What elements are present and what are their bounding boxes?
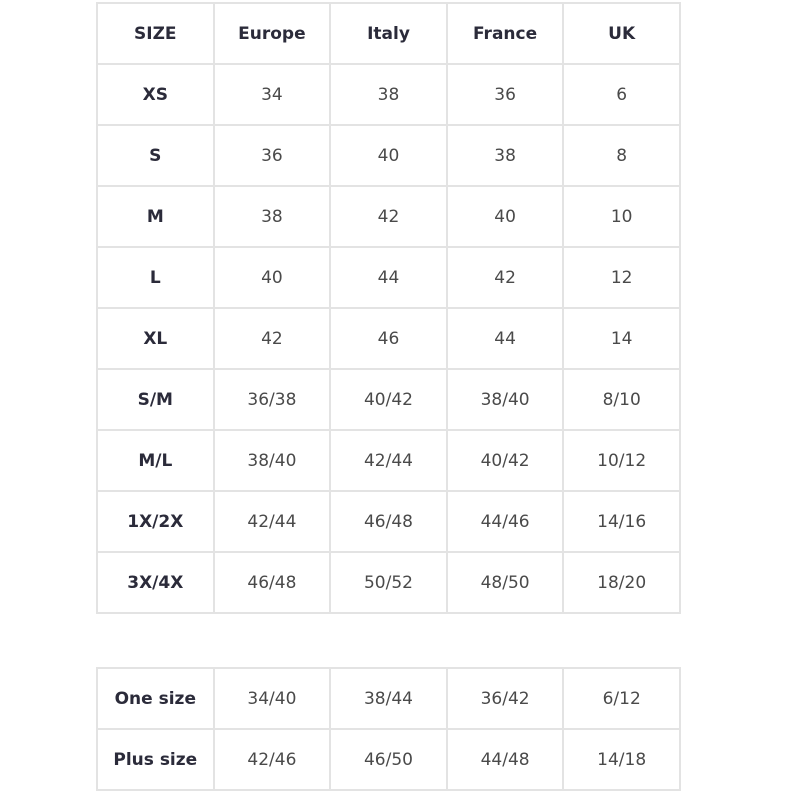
size-value-cell: 50/52: [329, 551, 448, 614]
table-row: XL 42 46 44 14: [96, 307, 681, 370]
size-value-cell: 40: [329, 124, 448, 187]
table-row: L 40 44 42 12: [96, 246, 681, 309]
size-value-cell: 40/42: [329, 368, 448, 431]
size-value-cell: 44: [445, 307, 565, 370]
size-value-cell: 8/10: [562, 368, 681, 431]
size-value-cell: 10/12: [562, 429, 681, 492]
size-label-cell: One size: [96, 667, 215, 730]
size-label-cell: L: [96, 246, 215, 309]
size-value-cell: 6/12: [562, 667, 681, 730]
special-sizes-table: One size 34/40 38/44 36/42 6/12 Plus size 42/4…: [96, 667, 681, 791]
table-row: XS 34 38 36 6: [96, 63, 681, 126]
size-value-cell: 12: [562, 246, 681, 309]
size-chart-table: SIZE Europe Italy France UK XS 34 38 36 6 S 36 40 38 8…: [96, 2, 681, 614]
size-value-cell: 46/48: [212, 551, 332, 614]
table-row: 3X/4X 46/48 50/52 48/50 18/20: [96, 551, 681, 614]
size-value-cell: 14: [562, 307, 681, 370]
size-value-cell: 38: [329, 63, 448, 126]
size-value-cell: 36: [212, 124, 332, 187]
header-row: SIZE Europe Italy France UK: [96, 2, 681, 65]
table-row: One size 34/40 38/44 36/42 6/12: [96, 667, 681, 730]
size-label-cell: XS: [96, 63, 215, 126]
size-value-cell: 18/20: [562, 551, 681, 614]
size-label-cell: 1X/2X: [96, 490, 215, 553]
size-value-cell: 44/48: [445, 728, 565, 791]
size-value-cell: 42/46: [212, 728, 332, 791]
size-value-cell: 42/44: [329, 429, 448, 492]
table-row: S 36 40 38 8: [96, 124, 681, 187]
size-value-cell: 38: [445, 124, 565, 187]
size-value-cell: 40/42: [445, 429, 565, 492]
size-value-cell: 34: [212, 63, 332, 126]
column-header: Italy: [329, 2, 448, 65]
size-label-cell: S: [96, 124, 215, 187]
size-label-cell: M: [96, 185, 215, 248]
size-value-cell: 36: [445, 63, 565, 126]
size-value-cell: 14/18: [562, 728, 681, 791]
size-label-cell: 3X/4X: [96, 551, 215, 614]
size-label-cell: XL: [96, 307, 215, 370]
size-value-cell: 36/42: [445, 667, 565, 730]
size-label-cell: Plus size: [96, 728, 215, 791]
size-value-cell: 40: [212, 246, 332, 309]
size-value-cell: 42/44: [212, 490, 332, 553]
table-row: Plus size 42/46 46/50 44/48 14/18: [96, 728, 681, 791]
table-row: S/M 36/38 40/42 38/40 8/10: [96, 368, 681, 431]
size-value-cell: 38/40: [445, 368, 565, 431]
size-value-cell: 44: [329, 246, 448, 309]
size-value-cell: 38/40: [212, 429, 332, 492]
size-value-cell: 6: [562, 63, 681, 126]
column-header: SIZE: [96, 2, 215, 65]
size-value-cell: 48/50: [445, 551, 565, 614]
size-value-cell: 46: [329, 307, 448, 370]
table-row: 1X/2X 42/44 46/48 44/46 14/16: [96, 490, 681, 553]
size-value-cell: 8: [562, 124, 681, 187]
size-value-cell: 44/46: [445, 490, 565, 553]
size-value-cell: 10: [562, 185, 681, 248]
size-value-cell: 40: [445, 185, 565, 248]
size-value-cell: 34/40: [212, 667, 332, 730]
size-value-cell: 46/50: [329, 728, 448, 791]
size-value-cell: 38: [212, 185, 332, 248]
size-value-cell: 36/38: [212, 368, 332, 431]
size-value-cell: 38/44: [329, 667, 448, 730]
size-label-cell: M/L: [96, 429, 215, 492]
size-value-cell: 42: [329, 185, 448, 248]
size-value-cell: 46/48: [329, 490, 448, 553]
size-value-cell: 42: [445, 246, 565, 309]
size-label-cell: S/M: [96, 368, 215, 431]
size-value-cell: 14/16: [562, 490, 681, 553]
column-header: UK: [562, 2, 681, 65]
size-value-cell: 42: [212, 307, 332, 370]
table-row: M 38 42 40 10: [96, 185, 681, 248]
column-header: Europe: [212, 2, 332, 65]
column-header: France: [445, 2, 565, 65]
table-row: M/L 38/40 42/44 40/42 10/12: [96, 429, 681, 492]
